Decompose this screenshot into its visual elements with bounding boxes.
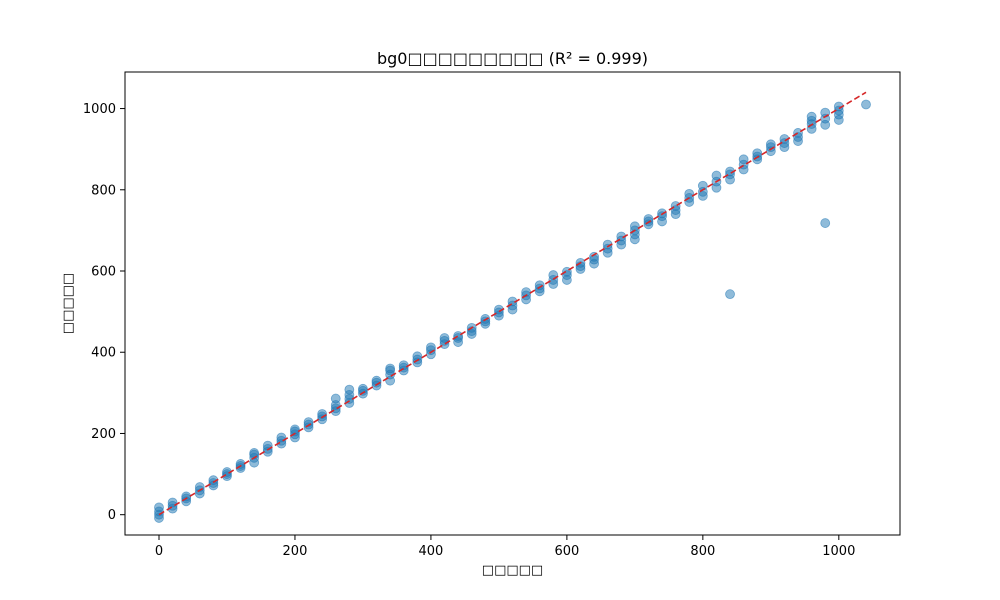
- data-point: [712, 171, 721, 180]
- data-point: [726, 290, 735, 299]
- chart-title: bg0□□□□□□□□□ (R² = 0.999): [377, 49, 648, 68]
- x-tick-label: 800: [690, 544, 715, 559]
- y-tick-label: 0: [108, 508, 116, 523]
- data-point: [454, 331, 463, 340]
- x-axis-label: □□□□□: [482, 563, 543, 578]
- x-tick-label: 600: [554, 544, 579, 559]
- x-tick-label: 0: [155, 544, 163, 559]
- data-point: [807, 112, 816, 121]
- data-point: [345, 385, 354, 394]
- data-point: [821, 219, 830, 228]
- y-tick-label: 800: [91, 183, 116, 198]
- x-tick-label: 400: [419, 544, 444, 559]
- data-point: [168, 498, 177, 507]
- data-point: [277, 433, 286, 442]
- x-tick-label: 1000: [822, 544, 855, 559]
- y-tick-label: 1000: [83, 102, 116, 117]
- data-point: [154, 503, 163, 512]
- data-point: [399, 361, 408, 370]
- data-point: [862, 100, 871, 109]
- data-point: [440, 334, 449, 343]
- data-point: [386, 364, 395, 373]
- data-point: [250, 448, 259, 457]
- y-tick-label: 200: [91, 427, 116, 442]
- y-axis-label: □□□□□: [61, 273, 76, 334]
- data-point: [739, 155, 748, 164]
- y-tick-label: 400: [91, 346, 116, 361]
- y-tick-label: 600: [91, 265, 116, 280]
- x-tick-label: 200: [283, 544, 308, 559]
- data-point: [535, 281, 544, 290]
- data-point: [331, 394, 340, 403]
- data-point: [685, 189, 694, 198]
- data-point: [590, 252, 599, 261]
